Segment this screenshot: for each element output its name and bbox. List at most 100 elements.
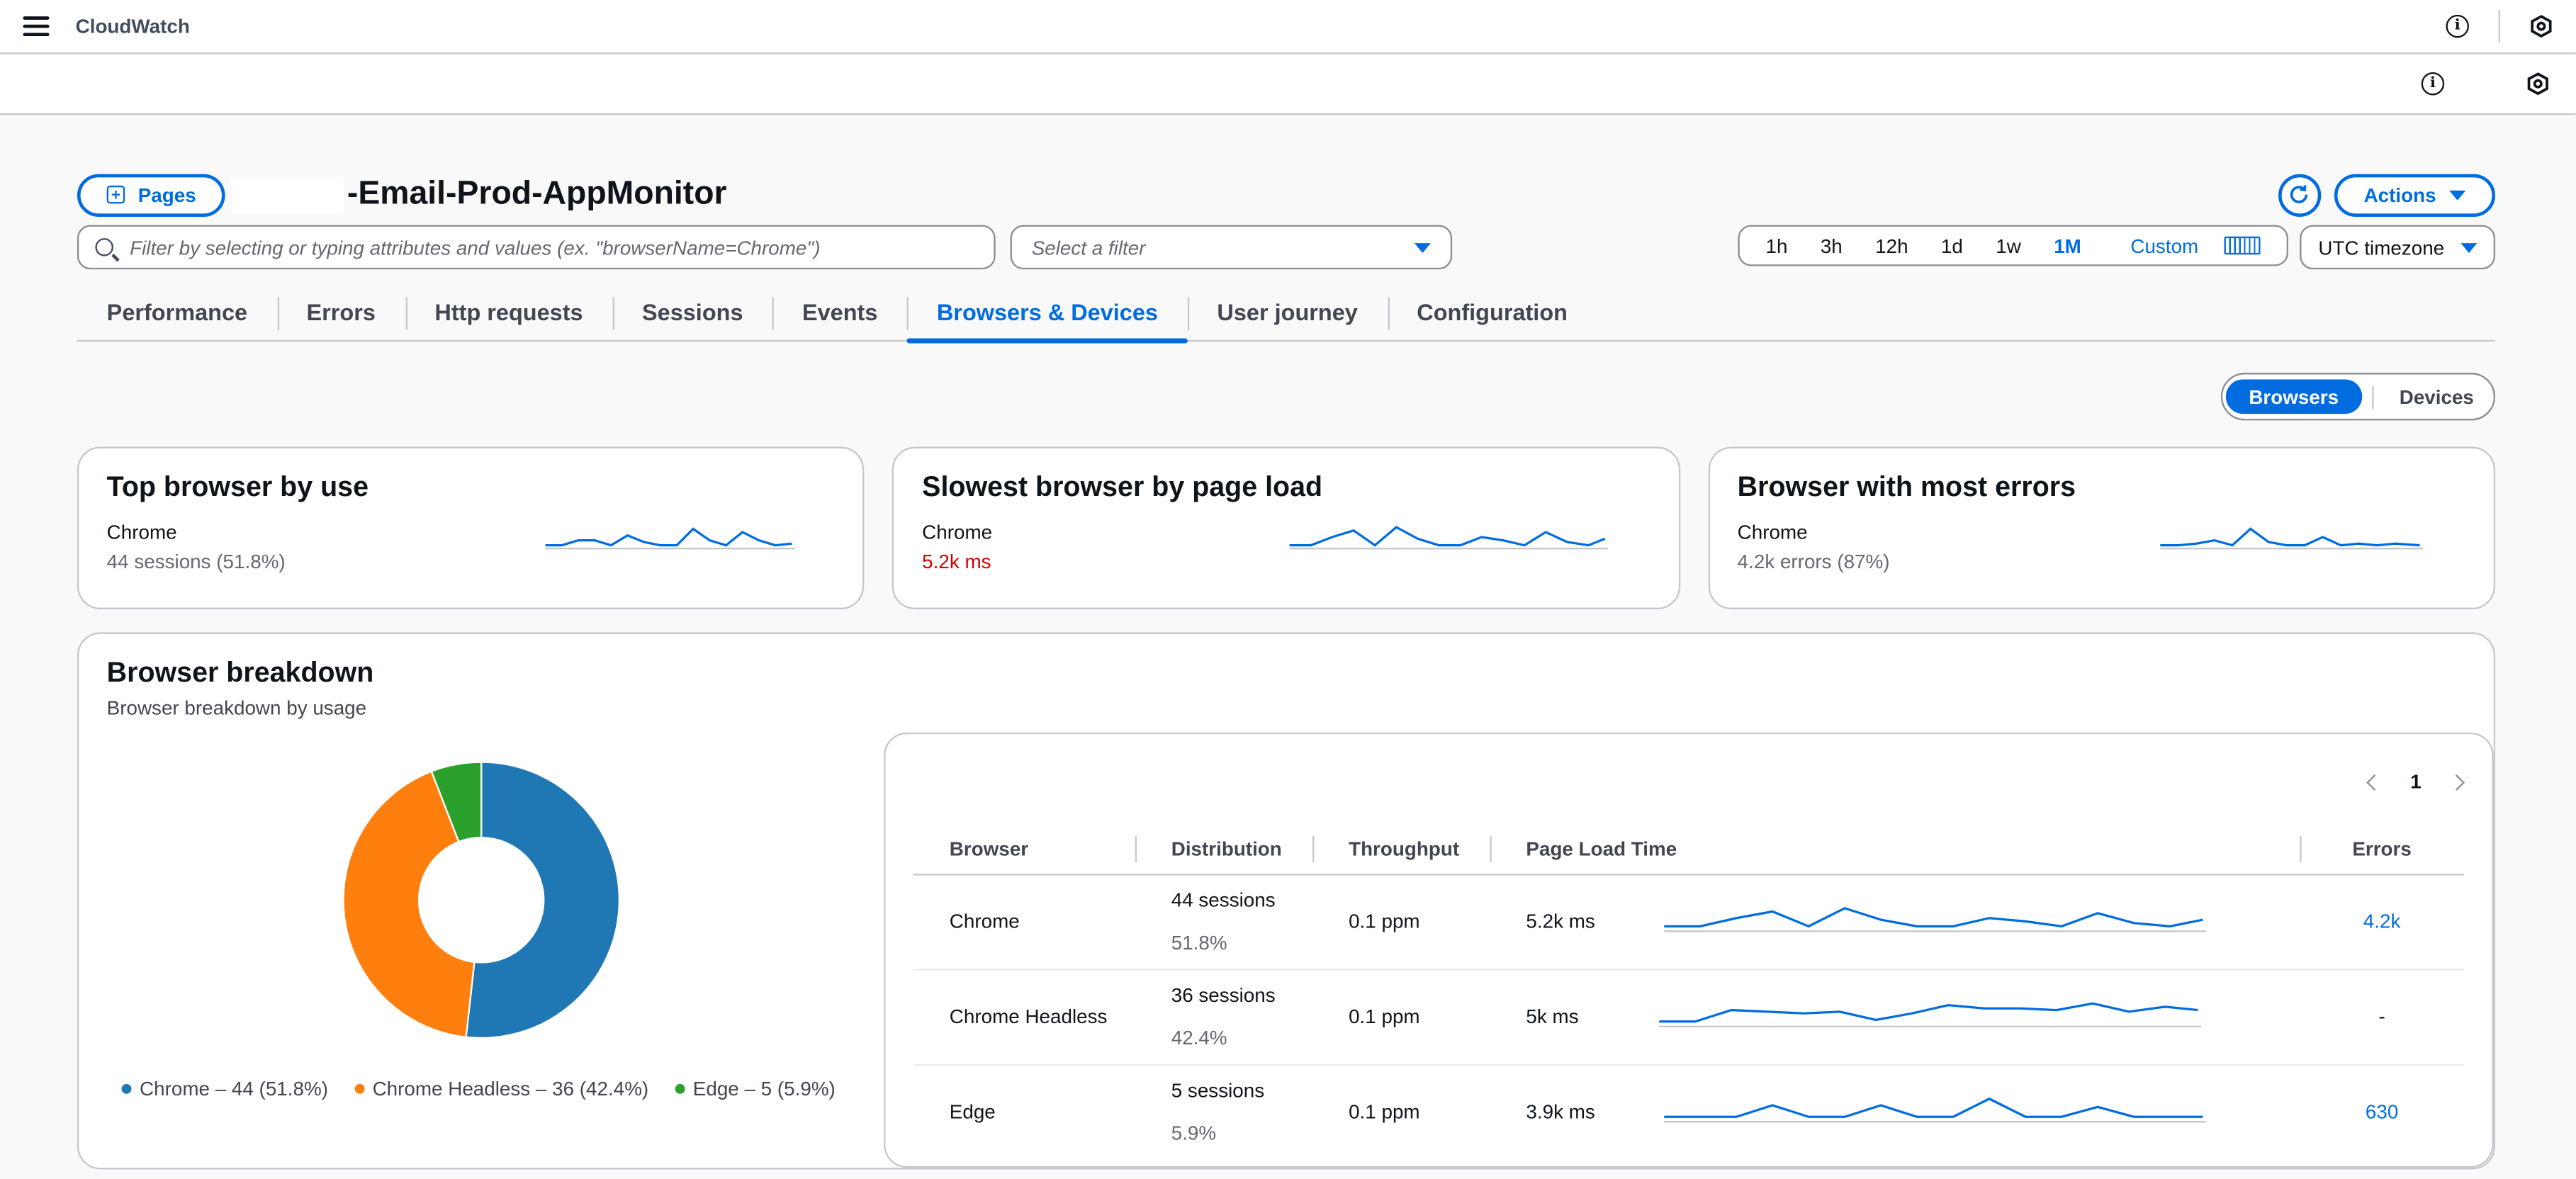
tab-http-requests[interactable]: Http requests [405,293,613,342]
toggle-browsers[interactable]: Browsers [2225,379,2362,414]
sparkline [1664,1098,2207,1123]
table-row: Edge 5 sessions 5.9% 0.1 ppm 3.9k ms 630 [913,1064,2464,1159]
settings-hex-icon[interactable] [2526,72,2549,96]
browser-table-container: 1 Browser Distribution Throughput Page L… [884,732,2494,1168]
refresh-icon [2290,185,2309,203]
tab-user-journey[interactable]: User journey [1187,293,1388,342]
redacted-region [232,176,344,213]
card-title: Slowest browser by page load [922,471,1323,503]
pagination: 1 [2366,770,2465,794]
summary-cards: Top browser by use Chrome 44 sessions (5… [77,446,2496,609]
chevron-left-icon[interactable] [2366,773,2383,790]
donut-slice-chrome-headless[interactable] [342,770,476,1039]
cell-sessions: 36 sessions [1171,983,1276,1007]
range-1d[interactable]: 1d [1940,234,1963,257]
legend-item-chrome[interactable]: Chrome – 44 (51.8%) [121,1077,328,1101]
cell-distribution: 36 sessions 42.4% [1135,969,1313,1066]
range-custom[interactable]: Custom [2098,234,2277,257]
column-header-page-load-time[interactable]: Page Load Time [1490,824,2300,875]
errors-link[interactable]: 4.2k [2363,910,2401,933]
cell-throughput: 0.1 ppm [1312,969,1490,1066]
donut-slice-edge[interactable] [430,761,483,843]
range-1h[interactable]: 1h [1765,234,1788,257]
column-header-browser[interactable]: Browser [913,824,1135,875]
breakdown-title: Browser breakdown [106,657,374,689]
tab-browsers-devices[interactable]: Browsers & Devices [907,293,1188,344]
legend-label: Chrome – 44 (51.8%) [140,1077,328,1101]
main-content: Pages -Email-Prod-AppMonitor Actions Fil… [77,172,2496,1170]
cell-errors: 4.2k [2300,874,2464,970]
brand-name[interactable]: CloudWatch [75,14,190,38]
sparkline [2159,527,2423,550]
page-title: -Email-Prod-AppMonitor [347,176,727,213]
range-1w[interactable]: 1w [1996,234,2021,257]
sparkline [1659,1002,2202,1027]
cell-errors: 630 [2300,1064,2464,1159]
caret-down-icon [2449,189,2466,200]
card-title: Browser with most errors [1737,471,2076,503]
cell-browser: Chrome Headless [913,969,1135,1066]
range-12h[interactable]: 12h [1875,234,1908,257]
column-header-throughput[interactable]: Throughput [1312,824,1490,875]
page-load-value: 3.9k ms [1526,1100,1595,1124]
search-input[interactable]: Filter by selecting or typing attributes… [77,225,996,270]
tab-performance[interactable]: Performance [106,298,248,325]
custom-label: Custom [2130,234,2199,257]
current-page[interactable]: 1 [2410,770,2422,794]
pages-button[interactable]: Pages [77,173,226,216]
cell-percent: 5.9% [1171,1122,1217,1146]
info-icon[interactable]: i [2446,14,2469,38]
range-1M[interactable]: 1M [2054,234,2081,257]
legend-dot [354,1083,364,1094]
cell-browser: Chrome [913,874,1135,970]
actions-button[interactable]: Actions [2334,173,2496,216]
table-row: Chrome Headless 36 sessions 42.4% 0.1 ppm… [913,969,2464,1066]
time-range-selector: 1h 3h 12h 1d 1w 1M Custom [1738,225,2289,266]
card-metric: 4.2k errors (87%) [1737,550,1890,573]
column-header-errors[interactable]: Errors [2300,824,2464,875]
errors-link[interactable]: 630 [2365,1100,2399,1124]
legend-item-edge[interactable]: Edge – 5 (5.9%) [675,1078,836,1100]
legend-label: Chrome Headless – 36 (42.4%) [372,1077,649,1101]
column-header-distribution[interactable]: Distribution [1135,824,1313,875]
range-3h[interactable]: 3h [1820,234,1843,257]
tab-errors[interactable]: Errors [276,293,405,342]
card-metric: 44 sessions (51.8%) [106,550,286,573]
tab-sessions[interactable]: Sessions [612,293,772,342]
tab-bar: Performance Errors Http requests Session… [77,293,2496,344]
cell-page-load: 5.2k ms [1490,874,2300,970]
menu-icon[interactable] [23,16,50,36]
toggle-devices[interactable]: Devices [2399,385,2474,409]
card-title: Top browser by use [106,471,369,503]
chevron-right-icon[interactable] [2448,773,2465,790]
breakdown-description: Browser breakdown by usage [106,696,367,720]
page-load-value: 5k ms [1526,1005,1579,1029]
refresh-button[interactable] [2278,173,2322,216]
legend-dot [121,1083,132,1094]
add-page-icon [106,185,125,204]
timezone-select[interactable]: UTC timezone [2300,225,2496,270]
cell-distribution: 5 sessions 5.9% [1135,1064,1312,1159]
sparkline [1290,526,1609,550]
tab-events[interactable]: Events [772,293,907,342]
cell-page-load: 5k ms [1490,969,2300,1066]
tab-configuration[interactable]: Configuration [1387,293,1597,342]
info-icon[interactable]: i [2421,72,2445,96]
caret-down-icon [2460,242,2477,252]
legend-label: Edge – 5 (5.9%) [692,1077,836,1101]
donut-slice-chrome[interactable] [465,761,620,1039]
caret-down-icon [1414,242,1431,252]
cell-percent: 51.8% [1171,931,1227,954]
card-top-browser: Top browser by use Chrome 44 sessions (5… [77,446,865,609]
card-browser-name: Chrome [106,520,177,544]
top-navigation: CloudWatch i [0,0,2576,55]
actions-label: Actions [2363,183,2436,206]
filter-select[interactable]: Select a filter [1010,225,1453,270]
cell-errors: - [2300,969,2464,1066]
legend-item-chrome-headless[interactable]: Chrome Headless – 36 (42.4%) [354,1078,648,1100]
settings-hex-icon[interactable] [2530,15,2553,38]
legend-dot [675,1083,685,1094]
secondary-bar: i [0,54,2576,115]
divider [2498,9,2500,43]
